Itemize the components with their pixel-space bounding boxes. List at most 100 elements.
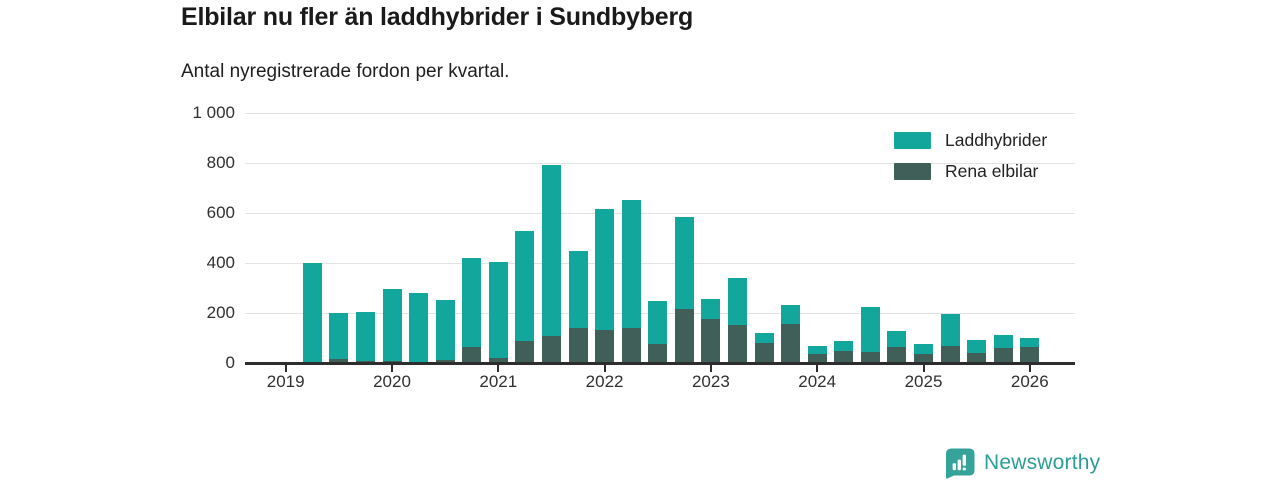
x-axis-tick-2021 [497, 365, 500, 372]
bar-2024-q4 [887, 331, 907, 364]
bar-segment-rena-elbilar [914, 353, 933, 363]
bar-segment-laddhybrider [382, 288, 402, 361]
chart-subtitle: Antal nyregistrerade fordon per kvartal. [181, 61, 510, 82]
bar-segment-laddhybrider [701, 299, 721, 320]
newsworthy-bar-chart-pin-icon [946, 448, 975, 479]
bar-segment-rena-elbilar [329, 358, 349, 363]
bar-segment-rena-elbilar [515, 340, 535, 363]
bar-segment-laddhybrider [940, 313, 960, 346]
bar-2020-q4 [462, 258, 482, 363]
bar-segment-rena-elbilar [993, 348, 1013, 364]
y-axis-label: 400 [206, 253, 235, 272]
gridline-1000 [245, 112, 1075, 114]
bar-segment-rena-elbilar [621, 327, 641, 363]
bar-segment-laddhybrider [967, 339, 987, 353]
y-axis-label: 800 [206, 153, 235, 172]
legend-swatch-rena-elbilar [894, 163, 931, 180]
bar-segment-rena-elbilar [595, 329, 615, 364]
bar-segment-laddhybrider [329, 313, 349, 359]
x-axis-label: 2020 [373, 372, 411, 391]
bar-2021-q1 [488, 262, 508, 364]
x-axis-tick-2020 [391, 365, 393, 372]
bar-segment-laddhybrider [355, 312, 375, 362]
bar-segment-laddhybrider [993, 334, 1013, 349]
bar-segment-rena-elbilar [887, 346, 907, 364]
bar-2019-q2 [302, 263, 322, 363]
bar-segment-laddhybrider [595, 208, 615, 330]
gridline-600 [245, 212, 1075, 214]
bar-segment-rena-elbilar [648, 343, 668, 363]
bar-2021-q3 [542, 165, 561, 363]
bar-segment-laddhybrider [435, 300, 455, 360]
bar-segment-rena-elbilar [781, 323, 801, 363]
bar-2019-q4 [355, 312, 375, 364]
x-axis-tick-2025 [922, 365, 925, 372]
x-axis-label: 2022 [585, 372, 624, 391]
bar-segment-rena-elbilar [382, 360, 402, 364]
x-axis-label: 2021 [479, 372, 518, 391]
bar-segment-rena-elbilar [462, 346, 482, 363]
x-axis-label: 2026 [1010, 372, 1049, 391]
bar-segment-laddhybrider [834, 340, 854, 351]
bar-2020-q1 [382, 288, 402, 364]
bar-segment-rena-elbilar [542, 335, 561, 363]
x-axis-line [245, 362, 1075, 365]
x-axis-label: 2023 [691, 372, 730, 391]
bar-segment-rena-elbilar [728, 325, 747, 364]
y-axis-label: 0 [225, 353, 235, 372]
bar-segment-laddhybrider [621, 200, 641, 328]
x-axis-tick-2024 [816, 365, 819, 372]
bar-2024-q2 [834, 340, 854, 364]
bar-segment-laddhybrider [542, 165, 561, 336]
y-axis-label: 1 000 [192, 103, 235, 122]
bar-segment-laddhybrider [568, 251, 588, 328]
x-axis-label: 2024 [798, 372, 837, 391]
x-axis-tick-2026 [1028, 365, 1031, 372]
bar-2025-q2 [940, 313, 960, 364]
bar-segment-laddhybrider [1020, 337, 1040, 347]
bar-2025-q3 [967, 339, 987, 364]
bar-2024-q1 [807, 346, 827, 363]
x-axis-tick-2023 [709, 365, 712, 372]
bar-segment-laddhybrider [887, 331, 907, 347]
gridline-800 [245, 162, 1075, 164]
bar-segment-laddhybrider [674, 217, 694, 310]
legend-swatch-laddhybrider [894, 132, 931, 149]
bar-segment-rena-elbilar [807, 354, 827, 363]
bar-segment-rena-elbilar [488, 358, 508, 364]
y-axis-label: 600 [206, 203, 235, 222]
bar-2022-q4 [674, 217, 694, 363]
bar-2022-q2 [621, 200, 641, 363]
bar-2022-q3 [648, 301, 668, 363]
bar-segment-rena-elbilar [940, 345, 960, 364]
brand-name: Newsworthy [984, 451, 1101, 474]
bar-2025-q1 [914, 344, 933, 363]
bar-2024-q3 [860, 306, 880, 363]
y-axis-label: 200 [206, 303, 235, 322]
x-axis-label: 2019 [266, 372, 305, 391]
legend-item-laddhybrider: Laddhybrider [894, 130, 1047, 151]
legend: Laddhybrider Rena elbilar [894, 130, 1047, 182]
bar-2023-q2 [728, 277, 747, 364]
bar-segment-rena-elbilar [568, 327, 588, 363]
bar-2021-q2 [515, 230, 535, 363]
legend-label-laddhybrider: Laddhybrider [945, 130, 1048, 150]
bar-segment-rena-elbilar [967, 352, 987, 364]
bar-2020-q3 [435, 300, 455, 363]
x-axis-tick-2019 [284, 365, 287, 372]
gridline-400 [245, 262, 1075, 264]
bar-segment-laddhybrider [728, 277, 747, 326]
bar-2025-q4 [993, 334, 1013, 364]
bar-segment-laddhybrider [409, 293, 429, 362]
x-axis-tick-2022 [603, 365, 606, 372]
bar-segment-laddhybrider [515, 230, 535, 341]
bar-2022-q1 [595, 208, 615, 364]
bar-2026-q1 [1020, 337, 1040, 364]
bar-segment-rena-elbilar [435, 360, 455, 363]
bar-2019-q3 [329, 313, 349, 363]
bar-segment-laddhybrider [488, 262, 508, 359]
bar-segment-laddhybrider [648, 301, 668, 344]
bar-segment-laddhybrider [302, 263, 322, 363]
